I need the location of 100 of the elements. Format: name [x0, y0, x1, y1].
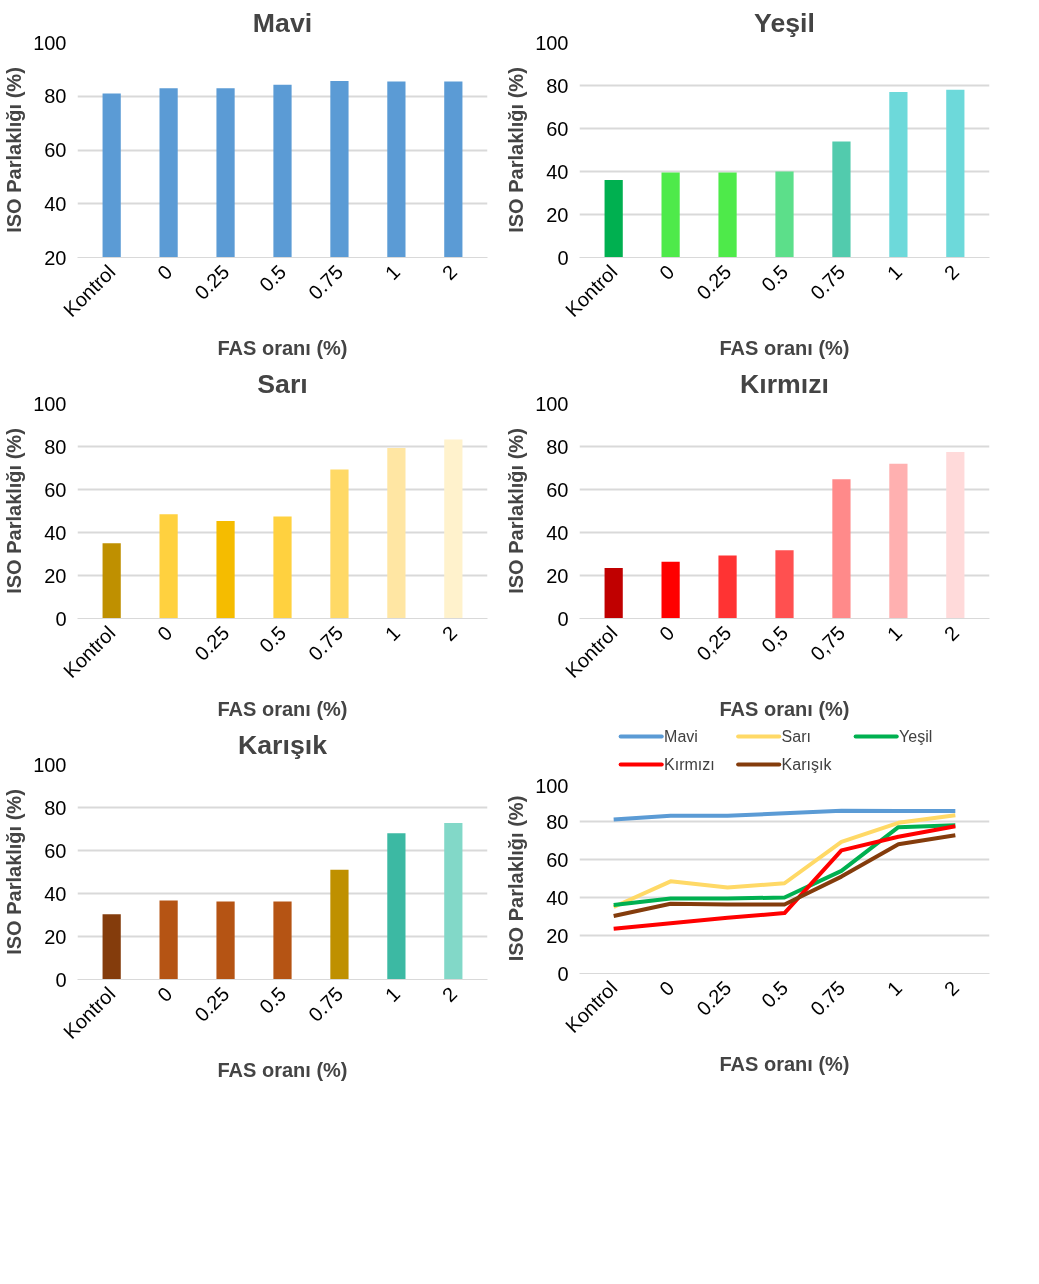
y-tick-label: 60 — [546, 117, 569, 140]
y-tick-label: 60 — [44, 478, 67, 501]
y-tick-label: 0 — [557, 607, 569, 630]
x-tick-label: 2 — [939, 976, 964, 1001]
chart-title: Mavi — [252, 7, 313, 38]
y-axis-title: ISO Parlaklığı (%) — [3, 428, 26, 594]
bar — [604, 567, 623, 619]
bar — [718, 555, 737, 619]
x-tick-label: 0.25 — [190, 982, 234, 1026]
x-tick-label: 0 — [152, 621, 177, 646]
bar — [387, 833, 406, 980]
y-tick-label: 40 — [546, 160, 569, 183]
x-tick-label: 0.25 — [190, 260, 234, 304]
x-tick-label: 2 — [437, 260, 462, 285]
y-tick-label: 100 — [33, 753, 67, 776]
y-tick-label: 80 — [546, 810, 569, 833]
y-axis-title: ISO Parlaklığı (%) — [505, 67, 528, 233]
bar — [946, 89, 965, 258]
bar — [946, 451, 965, 619]
chart-title: Karışık — [238, 729, 328, 760]
y-tick-label: 0 — [557, 246, 569, 269]
x-tick-label: 0,25 — [692, 621, 736, 665]
x-tick-label: 2 — [939, 260, 964, 285]
bar — [889, 463, 908, 619]
legend-label: Sarı — [781, 728, 811, 745]
chart-title: Yeşil — [754, 7, 815, 38]
x-tick-label: 2 — [939, 621, 964, 646]
bar — [661, 172, 680, 258]
bar — [775, 171, 794, 258]
x-tick-label: 0.75 — [304, 982, 348, 1026]
x-tick-label: 2 — [437, 982, 462, 1007]
bar — [832, 141, 851, 258]
bar — [604, 180, 623, 258]
y-tick-label: 20 — [44, 246, 67, 269]
y-tick-label: 80 — [44, 435, 67, 458]
y-axis-title: ISO Parlaklığı (%) — [3, 789, 26, 955]
y-tick-label: 20 — [44, 564, 67, 587]
y-tick-label: 40 — [44, 192, 67, 215]
x-tick-label: 0.5 — [757, 976, 793, 1012]
x-tick-label: 0.25 — [692, 260, 736, 304]
bar — [273, 516, 292, 619]
y-tick-label: 60 — [44, 139, 67, 161]
x-tick-label: 0.5 — [757, 260, 793, 296]
y-tick-label: 100 — [33, 31, 67, 54]
chart-title: Sarı — [257, 368, 308, 399]
x-tick-label: 0 — [654, 621, 679, 646]
x-tick-label: 0 — [654, 260, 679, 285]
bar — [832, 479, 851, 619]
y-tick-label: 40 — [546, 886, 569, 909]
y-tick-label: 60 — [546, 848, 569, 871]
chart-title: Kırmızı — [740, 368, 829, 399]
x-tick-label: 0.5 — [255, 260, 291, 296]
x-tick-label: 1 — [882, 976, 907, 1001]
x-axis-title: FAS oranı (%) — [217, 1058, 348, 1081]
legend-label: Kırmızı — [664, 756, 715, 773]
y-tick-label: 100 — [535, 774, 569, 797]
legend-label: Mavi — [664, 728, 698, 745]
y-tick-label: 20 — [546, 924, 569, 947]
x-tick-label: 0 — [152, 260, 177, 285]
y-tick-label: 40 — [44, 521, 67, 544]
bar — [775, 550, 794, 619]
y-tick-label: 20 — [44, 925, 67, 948]
y-tick-label: 80 — [546, 435, 569, 458]
bar — [159, 514, 178, 619]
x-tick-label: 0.25 — [190, 621, 234, 665]
x-axis-title: FAS oranı (%) — [217, 697, 348, 720]
y-tick-label: 60 — [546, 478, 569, 501]
x-tick-label: 0.75 — [806, 260, 850, 304]
bar — [102, 543, 121, 619]
y-tick-label: 80 — [44, 796, 67, 819]
y-tick-label: 100 — [535, 31, 569, 54]
bar — [216, 521, 235, 619]
y-tick-label: 0 — [557, 962, 569, 985]
x-tick-label: 1 — [380, 621, 405, 646]
x-tick-label: 1 — [882, 260, 907, 285]
y-tick-label: 60 — [44, 839, 67, 862]
y-axis-title: ISO Parlaklığı (%) — [505, 795, 528, 962]
bar — [102, 914, 121, 980]
y-tick-label: 100 — [535, 392, 569, 415]
y-tick-label: 100 — [33, 392, 67, 415]
x-tick-label: 0,75 — [806, 621, 850, 665]
bar — [718, 172, 737, 258]
y-tick-label: 80 — [44, 85, 67, 108]
x-axis-title: FAS oranı (%) — [217, 336, 348, 359]
bar — [330, 469, 349, 619]
bar — [216, 901, 235, 980]
bar — [444, 439, 463, 619]
line-series — [611, 824, 958, 931]
bar — [330, 869, 349, 980]
y-tick-label: 40 — [546, 521, 569, 544]
x-tick-label: 0,5 — [757, 621, 793, 657]
bar — [889, 91, 908, 258]
x-axis-title: FAS oranı (%) — [719, 336, 850, 359]
x-axis-title: FAS oranı (%) — [719, 1052, 850, 1075]
x-tick-label: 1 — [882, 621, 907, 646]
x-tick-label: 0.75 — [304, 621, 348, 665]
y-tick-label: 20 — [546, 564, 569, 587]
x-tick-label: 0.75 — [806, 976, 850, 1020]
x-tick-label: 1 — [380, 982, 405, 1007]
y-tick-label: 80 — [546, 74, 569, 97]
